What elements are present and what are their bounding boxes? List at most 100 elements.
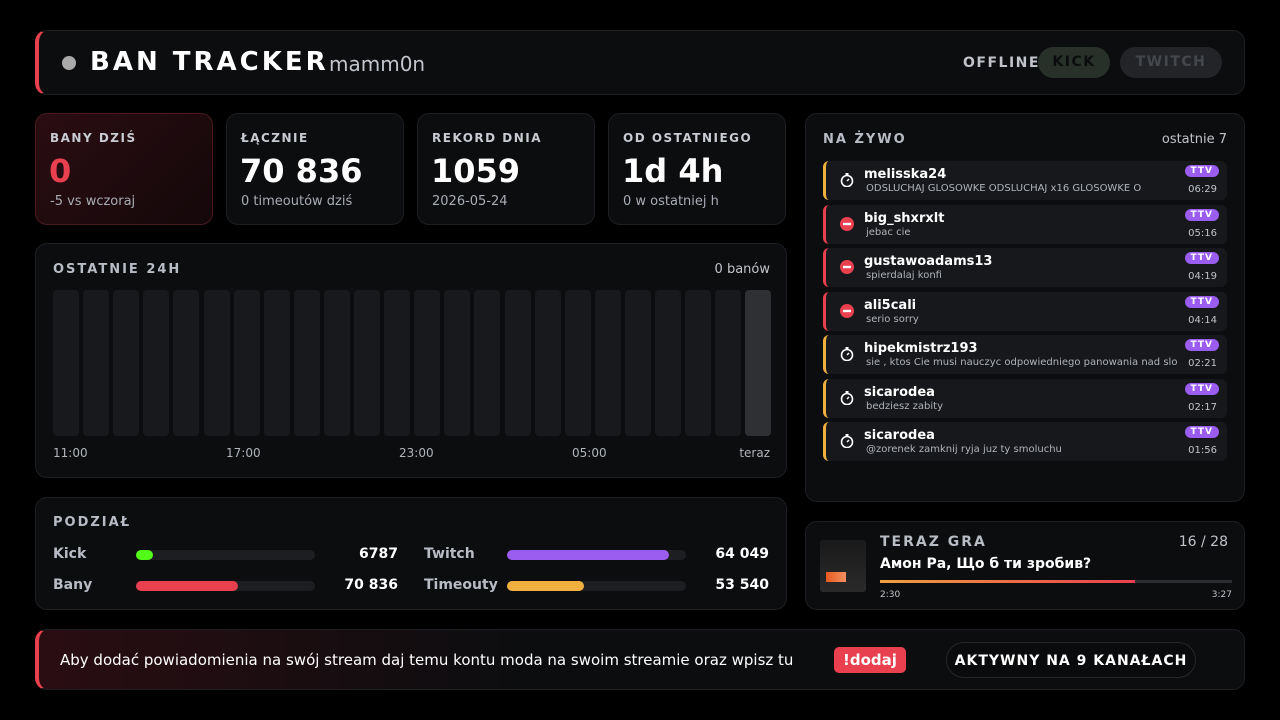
event-user: sicarodea	[864, 384, 935, 400]
stat-label: REKORD DNIA	[432, 131, 543, 145]
stat-value: 70 836	[240, 152, 363, 190]
platform-badge: TTV	[1184, 382, 1219, 395]
stat-value: 1d 4h	[622, 152, 724, 190]
track-progress-fill	[880, 580, 1136, 583]
hour-bar	[233, 290, 260, 436]
hour-bar	[474, 290, 501, 436]
album-art	[820, 540, 866, 592]
split-label: Bany	[53, 577, 93, 593]
hour-bar	[655, 290, 681, 436]
platform-badge: TTV	[1184, 295, 1219, 308]
split-value: 64 049	[715, 546, 769, 562]
event-message: ODSLUCHAJ GLOSOWKE ODSLUCHAJ x16 GLOSOWK…	[866, 183, 1142, 194]
ban-icon	[840, 260, 854, 274]
ban-icon	[840, 303, 854, 318]
stat-sub: 2026-05-24	[432, 194, 508, 209]
stat-sub: 0 timeoutów dziś	[241, 194, 353, 209]
platform-badge: TTV	[1184, 165, 1219, 177]
hour-bar	[685, 290, 712, 436]
hour-bar	[83, 290, 110, 436]
platform-badge: TTV	[1184, 339, 1219, 351]
timeout-icon	[840, 347, 854, 361]
event-user: hipekmistrz193	[864, 341, 978, 356]
event-message: bedziesz zabity	[866, 400, 944, 412]
hour-bar	[143, 290, 170, 436]
event: hipekmistrz193 sie , ktos Cie musi nauczy…	[823, 335, 1227, 374]
hour-bar	[53, 290, 79, 436]
split-bar	[136, 550, 154, 560]
status: OFFLINE	[963, 55, 1040, 71]
channel: mamm0n	[329, 52, 426, 76]
event-user: gustawoadams13	[864, 254, 993, 269]
platform-badge: TTV	[1184, 252, 1219, 264]
axis-label: teraz	[739, 446, 770, 460]
stat-label: OD OSTATNIEGO	[623, 131, 753, 145]
platform-toggle[interactable]: KICK	[1038, 47, 1110, 78]
panel-title: NA ŻYWO	[823, 132, 907, 147]
command: !dodaj	[834, 647, 906, 673]
hour-bar	[354, 290, 380, 436]
event-message: spierdalaj konfi	[866, 270, 942, 281]
event-user: melisska24	[864, 167, 947, 182]
split-label: Twitch	[424, 546, 475, 562]
event: melisska24 ODSLUCHAJ GLOSOWKE ODSLUCHAJ x…	[823, 161, 1227, 200]
track-position: 16 / 28	[1178, 534, 1228, 550]
split-value: 6787	[359, 546, 398, 562]
stat-card: BANY DZIŚ 0 -5 vs wczoraj	[35, 113, 213, 225]
hour-bar	[534, 290, 561, 436]
event-time: 02:21	[1188, 358, 1217, 369]
event-time: 06:29	[1188, 184, 1217, 195]
split-track	[136, 550, 315, 560]
timeout-icon	[840, 390, 854, 405]
timeout-icon	[840, 173, 854, 187]
hour-bar	[624, 290, 651, 436]
stat-card: OD OSTATNIEGO 1d 4h 0 w ostatniej h	[608, 113, 786, 225]
split-bar	[507, 581, 585, 591]
hour-bar	[715, 290, 742, 436]
footer-message: Aby dodać powiadomienia na swój stream d…	[60, 651, 794, 669]
stat-card: ŁĄCZNIE 70 836 0 timeoutów dziś	[226, 113, 404, 225]
split-value: 53 540	[715, 577, 769, 593]
status-dot	[62, 56, 76, 70]
hour-bar	[594, 290, 621, 436]
event-time: 01:56	[1188, 445, 1217, 456]
hour-bars	[53, 290, 772, 436]
platform-badge: TTV	[1184, 426, 1219, 438]
axis-label: 23:00	[399, 446, 434, 460]
hour-bar	[203, 290, 230, 436]
active-status: AKTYWNY NA 9 KANAŁACH	[946, 642, 1196, 678]
event-time: 05:16	[1188, 227, 1217, 239]
event-user: ali5cali	[864, 297, 917, 313]
track-progress	[880, 580, 1232, 583]
event: big_shxrxlt jebac cie TTV 05:16	[823, 204, 1227, 244]
stat-sub: -5 vs wczoraj	[50, 194, 136, 209]
hour-bar	[113, 290, 140, 436]
panel-title: TERAZ GRA	[880, 534, 987, 550]
duration: 3:27	[1211, 590, 1232, 600]
hour-bar	[173, 290, 200, 436]
panel-title: PODZIAŁ	[53, 515, 132, 530]
split-track	[136, 581, 315, 591]
stat-value: 0	[49, 152, 72, 190]
axis-label: 17:00	[226, 446, 261, 460]
split-bar	[136, 581, 238, 591]
event: gustawoadams13 spierdalaj konfi TTV 04:19	[823, 248, 1227, 287]
event-message: @zorenek zamknij ryja juz ty smoluchu	[866, 444, 1062, 455]
event: sicarodea @zorenek zamknij ryja juz ty sm…	[823, 422, 1227, 461]
hour-bar	[414, 290, 441, 436]
event-message: serio sorry	[866, 313, 919, 325]
event-time: 02:17	[1188, 401, 1217, 413]
stat-label: BANY DZIŚ	[50, 131, 137, 145]
platform-toggle[interactable]: TWITCH	[1120, 47, 1222, 78]
hour-bar	[564, 290, 591, 436]
stat-label: ŁĄCZNIE	[241, 131, 309, 145]
hour-bar	[384, 290, 411, 436]
split-track	[507, 550, 686, 560]
stat-sub: 0 w ostatniej h	[623, 194, 719, 209]
hour-bar	[263, 290, 290, 436]
now-playing	[805, 521, 1245, 610]
hour-bar	[504, 290, 531, 436]
title: BAN TRACKER	[90, 47, 329, 77]
split-label: Kick	[53, 546, 87, 562]
